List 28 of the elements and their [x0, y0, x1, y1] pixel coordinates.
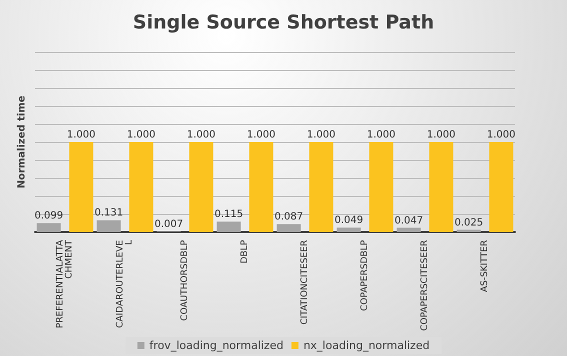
data-label: 1.000	[246, 130, 276, 140]
x-tick-label: DBLP	[240, 239, 250, 264]
x-tick-label: PREFERENTIALATTACHMENT	[56, 239, 74, 328]
data-label: 1.000	[426, 130, 456, 140]
data-label: 0.087	[274, 212, 304, 223]
data-label: 1.000	[66, 130, 96, 140]
data-label: 1.000	[306, 130, 336, 140]
legend-label: frov_loading_normalized	[149, 339, 284, 352]
data-label: 0.025	[454, 217, 484, 228]
y-axis-title: Normalized time	[16, 95, 28, 188]
x-tick-label: COPAPERSCITESEER	[420, 240, 430, 331]
data-label: 1.000	[366, 130, 396, 140]
x-tick-label: COAUTHORSDBLP	[180, 239, 190, 321]
x-tick-label: AS-SKITTER	[480, 240, 490, 292]
x-tick-label: COPAPERSDBLP	[360, 239, 370, 312]
data-label: 0.047	[394, 215, 424, 226]
x-tick-label: CITATIONCITESEER	[300, 240, 310, 325]
data-label: 0.099	[34, 210, 64, 222]
chart-title: Single Source Shortest Path	[132, 12, 434, 34]
data-label: 0.131	[94, 208, 124, 219]
x-tick-label: CAIDAROUTERLEVEL	[116, 240, 134, 328]
data-label: 1.000	[486, 130, 516, 140]
data-label: 0.115	[214, 209, 244, 220]
data-label: 1.000	[186, 130, 216, 140]
data-label: 0.049	[334, 215, 364, 226]
legend-label: nx_loading_normalized	[303, 339, 430, 352]
data-label: 1.000	[126, 130, 156, 140]
data-label: 0.007	[154, 218, 184, 230]
